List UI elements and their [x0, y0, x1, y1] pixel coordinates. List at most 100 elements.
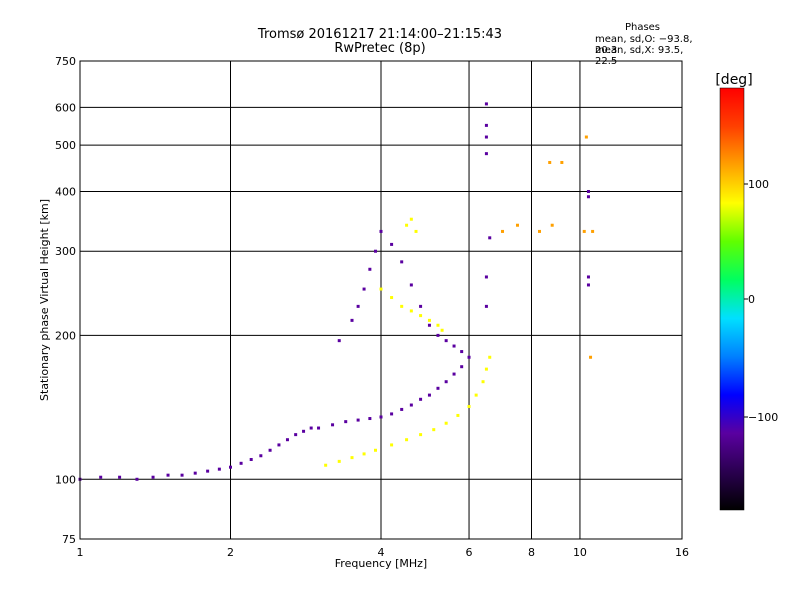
- stats-o: mean, sd,O: −93.8, 20.3: [595, 34, 693, 56]
- data-point: [484, 102, 488, 106]
- data-point: [456, 413, 460, 417]
- data-point: [440, 328, 444, 332]
- data-point: [193, 471, 197, 475]
- data-point: [467, 404, 471, 408]
- data-point: [400, 407, 404, 411]
- data-point: [515, 223, 519, 227]
- data-point: [309, 426, 313, 430]
- colorbar-label: [deg]: [715, 72, 752, 88]
- data-point: [484, 123, 488, 127]
- data-point: [436, 323, 440, 327]
- data-point: [350, 456, 354, 460]
- data-point: [285, 438, 289, 442]
- data-point: [427, 323, 431, 327]
- x-axis-label: Frequency [MHz]: [335, 557, 427, 570]
- y-tick-label: 750: [55, 55, 76, 68]
- data-point: [409, 283, 413, 287]
- data-point: [427, 318, 431, 322]
- data-point: [488, 236, 492, 240]
- y-tick-label: 100: [55, 473, 76, 486]
- data-point: [419, 314, 423, 318]
- data-point: [324, 463, 328, 467]
- data-point: [586, 195, 590, 199]
- data-point: [586, 283, 590, 287]
- data-point: [390, 242, 394, 246]
- data-point: [337, 459, 341, 463]
- x-tick-label: 16: [675, 546, 689, 559]
- data-point: [484, 135, 488, 139]
- data-point: [206, 469, 210, 473]
- data-point: [444, 380, 448, 384]
- data-point: [390, 412, 394, 416]
- y-tick-label: 600: [55, 101, 76, 114]
- data-point: [550, 223, 554, 227]
- data-point: [294, 433, 298, 437]
- data-point: [374, 249, 378, 253]
- data-point: [118, 475, 122, 479]
- data-point: [460, 350, 464, 354]
- data-point: [277, 443, 281, 447]
- data-point: [390, 443, 394, 447]
- data-point: [259, 454, 263, 458]
- data-point: [302, 429, 306, 433]
- data-point: [586, 189, 590, 193]
- data-point: [467, 355, 471, 359]
- data-point: [427, 393, 431, 397]
- data-point: [135, 477, 139, 481]
- data-point: [379, 229, 383, 233]
- data-point: [350, 318, 354, 322]
- data-point: [488, 355, 492, 359]
- chart-subtitle: RwPretec (8p): [334, 41, 426, 56]
- data-point: [444, 339, 448, 343]
- y-tick-label: 200: [55, 329, 76, 342]
- y-tick-label: 300: [55, 245, 76, 258]
- x-tick-label: 4: [378, 546, 385, 559]
- data-point: [239, 461, 243, 465]
- data-point: [151, 475, 155, 479]
- data-points: [78, 102, 595, 481]
- data-point: [268, 448, 272, 452]
- colorbar: [719, 87, 745, 511]
- data-point: [362, 287, 366, 291]
- data-point: [444, 421, 448, 425]
- data-point: [419, 304, 423, 308]
- data-point: [560, 160, 564, 164]
- data-point: [419, 433, 423, 437]
- data-point: [379, 287, 383, 291]
- plot-frame: [79, 60, 683, 540]
- axis-ticks: 1 2 4 6 8 10 16 75 100 200 300 400 500 600 750: [55, 55, 689, 559]
- data-point: [405, 438, 409, 442]
- data-point: [484, 152, 488, 156]
- data-point: [331, 423, 335, 427]
- chart-title: Tromsø 20161217 21:14:00–21:15:43: [257, 27, 503, 42]
- data-point: [409, 309, 413, 313]
- data-point: [436, 333, 440, 337]
- data-point: [344, 420, 348, 424]
- data-point: [419, 397, 423, 401]
- data-point: [390, 296, 394, 300]
- data-point: [379, 415, 383, 419]
- data-point: [99, 475, 103, 479]
- data-point: [356, 418, 360, 422]
- x-tick-label: 6: [466, 546, 473, 559]
- data-point: [460, 365, 464, 369]
- data-point: [409, 217, 413, 221]
- y-tick-label: 500: [55, 139, 76, 152]
- data-point: [586, 275, 590, 279]
- data-point: [484, 304, 488, 308]
- data-point: [452, 344, 456, 348]
- data-point: [474, 393, 478, 397]
- data-point: [400, 304, 404, 308]
- data-point: [436, 386, 440, 390]
- data-point: [374, 448, 378, 452]
- x-tick-label: 10: [573, 546, 587, 559]
- data-point: [484, 367, 488, 371]
- data-point: [548, 160, 552, 164]
- data-point: [481, 380, 485, 384]
- data-point: [362, 452, 366, 456]
- data-point: [317, 426, 321, 430]
- data-point: [356, 304, 360, 308]
- data-point: [229, 465, 232, 469]
- data-point: [584, 135, 588, 139]
